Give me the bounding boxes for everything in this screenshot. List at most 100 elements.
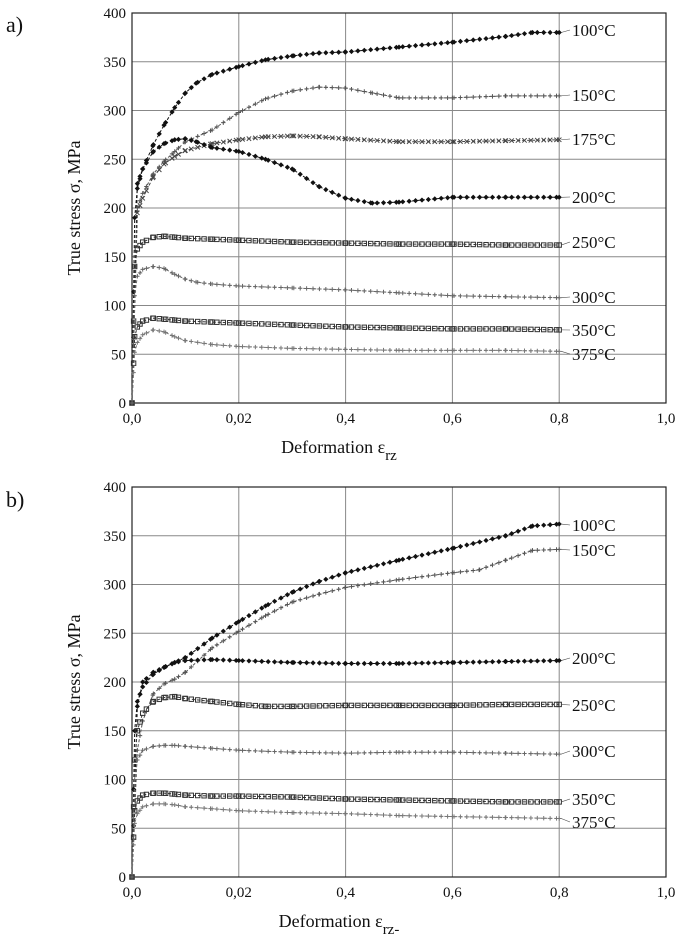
data-point — [316, 84, 322, 90]
data-point — [172, 791, 178, 797]
data-point — [201, 745, 207, 750]
data-point — [310, 286, 316, 291]
data-point — [387, 578, 393, 584]
data-point — [450, 814, 455, 819]
data-point — [214, 642, 220, 648]
data-point — [342, 702, 349, 709]
y-tick-label: 400 — [104, 480, 127, 496]
data-point — [310, 239, 316, 246]
data-point — [503, 799, 509, 805]
data-point — [387, 750, 393, 755]
data-point — [387, 138, 393, 144]
data-point — [438, 798, 444, 804]
series-line — [131, 317, 560, 404]
data-point — [176, 674, 181, 679]
data-point — [176, 145, 181, 151]
data-point — [236, 283, 241, 289]
data-point — [134, 246, 141, 252]
data-point — [400, 660, 406, 667]
data-point — [406, 241, 412, 247]
y-tick-label: 300 — [104, 104, 127, 120]
data-point — [464, 702, 470, 708]
data-point — [209, 71, 215, 78]
data-point — [361, 324, 367, 330]
data-point — [380, 45, 387, 52]
data-point — [445, 348, 450, 353]
data-point — [161, 694, 167, 701]
data-point — [464, 814, 470, 820]
data-point — [227, 700, 233, 707]
data-point — [316, 660, 323, 666]
data-point — [175, 317, 182, 324]
data-point — [150, 142, 156, 148]
data-point — [271, 794, 278, 800]
data-point — [464, 38, 470, 44]
data-point — [374, 46, 380, 52]
data-point — [483, 798, 489, 805]
data-point — [367, 702, 374, 709]
series-label: 300°C — [572, 742, 616, 761]
data-point — [400, 556, 406, 562]
data-point — [489, 242, 496, 248]
data-point — [323, 576, 329, 582]
data-point — [412, 43, 419, 49]
series-100c: 100°C — [129, 516, 616, 880]
data-point — [509, 555, 514, 561]
data-point — [355, 750, 361, 756]
data-point — [496, 534, 502, 540]
y-tick-label: 200 — [104, 675, 127, 691]
data-point — [189, 339, 194, 344]
data-point — [457, 194, 464, 200]
data-point — [161, 161, 167, 167]
data-point — [284, 592, 290, 598]
data-point — [265, 284, 271, 290]
data-point — [489, 701, 496, 708]
data-point — [425, 196, 431, 203]
y-tick-label: 50 — [111, 347, 126, 363]
data-point — [406, 750, 412, 755]
data-point — [355, 288, 361, 293]
data-point — [252, 135, 258, 141]
data-point — [259, 658, 265, 664]
data-point — [521, 526, 528, 532]
data-point — [362, 750, 367, 756]
data-point — [336, 85, 341, 91]
data-point — [380, 241, 387, 247]
data-point — [265, 238, 271, 244]
data-point — [221, 807, 226, 812]
data-point — [336, 660, 342, 666]
data-point — [470, 37, 476, 43]
data-point — [400, 95, 405, 101]
data-point — [413, 813, 418, 819]
data-point — [368, 137, 374, 143]
data-point — [349, 811, 354, 817]
data-point — [476, 326, 483, 332]
data-point — [289, 322, 295, 328]
data-point — [496, 701, 502, 708]
data-point — [419, 813, 425, 819]
data-point — [132, 777, 137, 782]
series-350c: 350°C — [129, 790, 616, 880]
data-point — [271, 321, 278, 328]
data-point — [129, 400, 135, 406]
data-point — [304, 51, 310, 57]
data-point — [426, 95, 431, 101]
series-label: 100°C — [572, 21, 616, 40]
data-point — [534, 523, 540, 529]
data-point — [253, 809, 258, 814]
data-point — [348, 48, 355, 55]
data-point — [220, 700, 227, 706]
data-point — [432, 325, 438, 332]
data-point — [355, 324, 361, 330]
data-point — [547, 137, 553, 143]
data-point — [182, 695, 189, 702]
data-point — [449, 702, 456, 709]
data-point — [541, 242, 547, 248]
data-point — [449, 39, 455, 45]
data-point — [172, 104, 178, 111]
data-point — [541, 751, 546, 757]
data-point — [483, 814, 489, 820]
data-point — [490, 815, 495, 820]
data-point — [303, 239, 310, 246]
data-point — [374, 137, 380, 144]
